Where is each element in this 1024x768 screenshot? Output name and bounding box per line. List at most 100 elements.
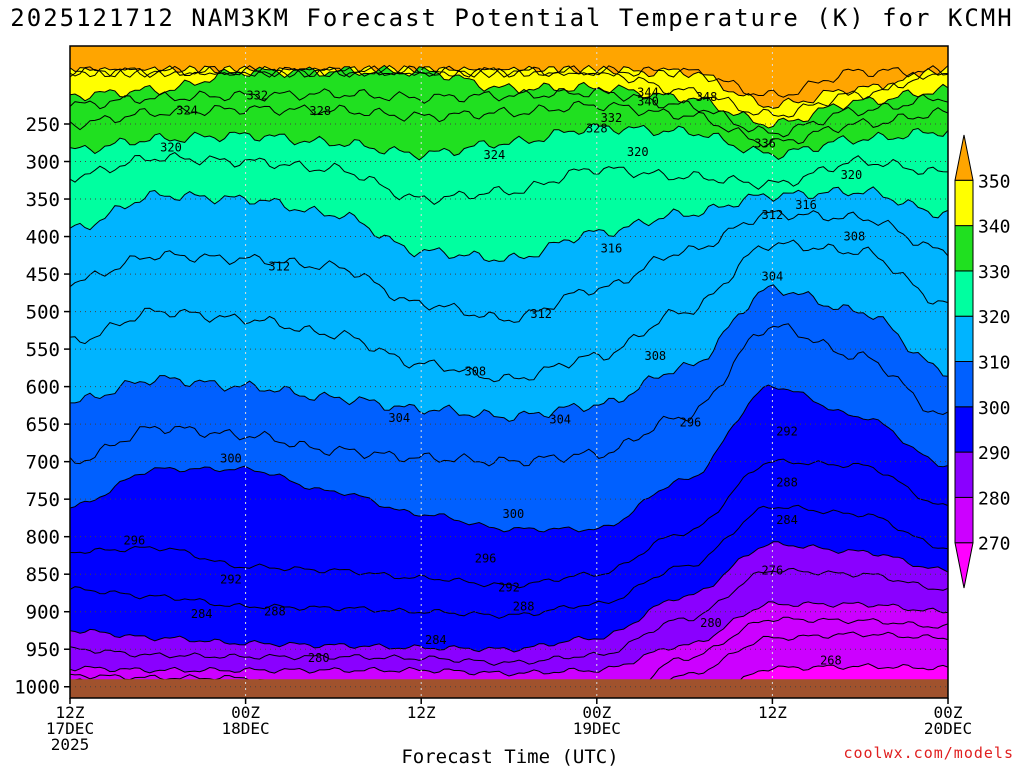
- contour-label: 332: [246, 88, 268, 102]
- isentrope-272: [70, 631, 948, 698]
- colorbar-label: 300: [978, 398, 1011, 419]
- y-tick-label: 950: [26, 639, 60, 661]
- colorbar-label: 330: [978, 262, 1011, 283]
- grid-lines: [70, 46, 948, 698]
- x-tick-label: 00Z: [582, 703, 611, 722]
- y-tick-label: 600: [26, 377, 60, 399]
- contour-label: 300: [220, 452, 242, 466]
- x-tick-label: 00Z: [934, 703, 963, 722]
- contour-label: 316: [795, 198, 817, 212]
- isentrope-324: [70, 152, 948, 206]
- contour-label: 292: [776, 425, 798, 439]
- contour-label: 296: [475, 551, 497, 565]
- contour-label: 308: [644, 349, 666, 363]
- x-tick-label: 12Z: [407, 703, 436, 722]
- contour-label: 296: [680, 416, 702, 430]
- y-tick-label: 800: [26, 527, 60, 549]
- x-tick-label: 12Z: [56, 703, 85, 722]
- y-tick-label: 850: [26, 564, 60, 586]
- ground-below-surface: [70, 679, 948, 698]
- plot-frame: [69, 45, 949, 699]
- credit-text: coolwx.com/models: [843, 744, 1014, 762]
- contour-label: 296: [124, 533, 146, 547]
- contour-label: 312: [268, 260, 290, 274]
- isentrope-336: [70, 86, 948, 138]
- colorbar-label: 280: [978, 488, 1011, 509]
- contour-label: 292: [498, 581, 520, 595]
- y-tick-label: 650: [26, 414, 60, 436]
- contour-label: 308: [464, 365, 486, 379]
- y-tick-label: 750: [26, 489, 60, 511]
- colorbar-swatch: [954, 270, 974, 317]
- contour-label: 316: [601, 242, 623, 256]
- x-axis-title: Forecast Time (UTC): [401, 746, 619, 768]
- isentrope-line-layer: [70, 64, 948, 698]
- colorbar-arrow-low: [954, 542, 974, 589]
- contour-label: 336: [754, 137, 776, 151]
- isentrope-284: [70, 567, 948, 666]
- contour-label: 312: [530, 307, 552, 321]
- contour-label: 340: [637, 94, 659, 108]
- contour-label: 276: [762, 563, 784, 577]
- y-tick-label: 700: [26, 452, 60, 474]
- colorbar-label: 310: [978, 353, 1011, 374]
- y-tick-label: 500: [26, 302, 60, 324]
- isentrope-292: [70, 504, 948, 619]
- ground-fill: [70, 679, 948, 698]
- y-tick-label: 400: [26, 227, 60, 249]
- colorbar-swatch: [954, 406, 974, 453]
- colorbar-swatch: [954, 179, 974, 227]
- x-tick-label: 20DEC: [924, 719, 972, 738]
- contour-label: 332: [601, 111, 623, 125]
- contour-label: 284: [776, 513, 798, 527]
- contour-label: 344: [637, 85, 659, 99]
- y-tick-label: 300: [26, 152, 60, 174]
- x-tick-label: 00Z: [231, 703, 260, 722]
- contour-label: 328: [586, 122, 608, 136]
- isentrope-308: [70, 284, 948, 422]
- isentrope-296: [70, 458, 948, 589]
- contour-label: 304: [549, 413, 571, 427]
- contour-label: 284: [191, 607, 213, 621]
- contour-label: 328: [309, 104, 331, 118]
- contour-label: 288: [264, 605, 286, 619]
- y-axis: 250 300 350 400 450 500 550 600 650 700 750 800 850 9…: [14, 114, 70, 699]
- contour-label: 280: [308, 651, 330, 665]
- contour-label: 320: [841, 168, 863, 182]
- isentrope-320: [70, 186, 948, 263]
- colorbar-arrow-high: [954, 134, 974, 181]
- isentrope-344: [70, 65, 948, 118]
- isentrope-332: [70, 100, 948, 148]
- colorbar-swatch: [954, 451, 974, 498]
- contour-label: 324: [176, 103, 198, 117]
- isentrope-348: [70, 64, 948, 109]
- colorbar-label: 340: [978, 217, 1011, 238]
- contour-label: 308: [844, 230, 866, 244]
- isentrope-280: [70, 601, 948, 677]
- y-tick-label: 900: [26, 602, 60, 624]
- contour-label: 304: [388, 411, 410, 425]
- colorbar-label: 320: [978, 307, 1011, 328]
- contour-label: 320: [160, 140, 182, 154]
- contour-label: 324: [484, 148, 506, 162]
- colorbar-swatch: [954, 315, 974, 363]
- contour-label: 348: [696, 90, 718, 104]
- plot-border: [69, 45, 949, 699]
- contour-label: 268: [820, 653, 842, 667]
- x-tick-label: 17DEC: [46, 719, 94, 738]
- isentrope-312: [70, 239, 948, 383]
- colorbar-swatch: [954, 496, 974, 544]
- x-tick-label: 12Z: [758, 703, 787, 722]
- colorbar-swatch: [954, 361, 974, 408]
- contour-label: 300: [503, 507, 525, 521]
- isentrope-316: [70, 209, 948, 323]
- contour-label: 288: [513, 599, 535, 613]
- isentrope-268: [719, 663, 948, 698]
- colorbar-label: 290: [978, 443, 1011, 464]
- isentrope-340: [70, 64, 948, 129]
- y-tick-label: 350: [26, 189, 60, 211]
- isentrope-352: [70, 65, 948, 98]
- y-tick-label: 550: [26, 339, 60, 361]
